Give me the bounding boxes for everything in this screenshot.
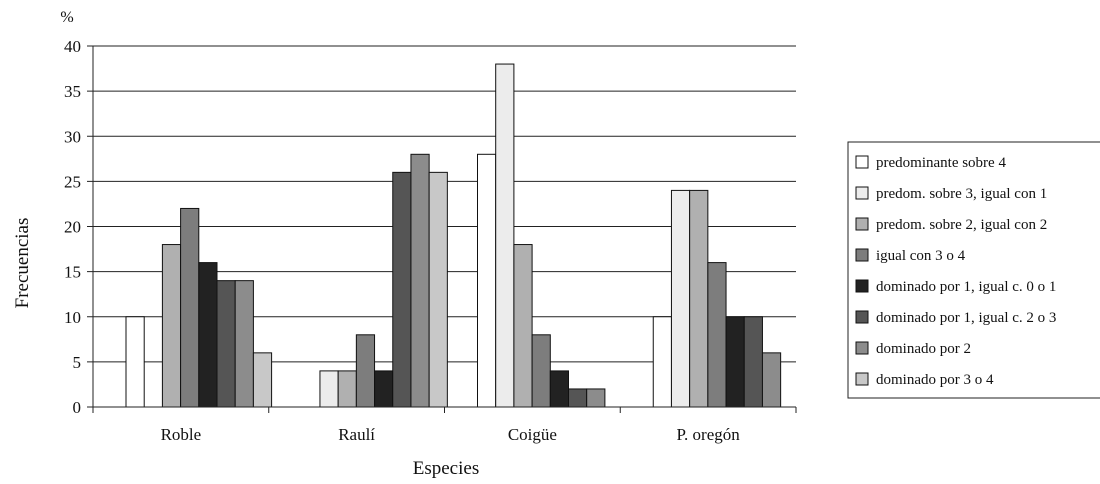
bar	[355, 334, 376, 408]
legend-swatch	[855, 341, 869, 355]
y-tick-label: 15	[64, 263, 81, 282]
y-axis-title: Frecuencias	[12, 218, 33, 309]
bar	[477, 153, 497, 408]
x-category-label: Coigüe	[508, 425, 557, 444]
legend-swatch	[855, 372, 869, 386]
bar	[216, 280, 236, 408]
bar	[337, 370, 357, 408]
x-category-labels: Roble Raulí Coigüe P. oregón	[161, 425, 741, 444]
y-tick-label: 25	[64, 172, 81, 191]
bar	[319, 370, 339, 408]
y-tick-label: 10	[64, 308, 81, 327]
bar	[125, 316, 145, 408]
legend-label: igual con 3 o 4	[876, 248, 966, 264]
legend: predominante sobre 4 predom. sobre 3, igu…	[847, 141, 1100, 399]
bar	[374, 370, 394, 408]
bar	[161, 244, 182, 408]
legend-label: dominado por 2	[876, 341, 971, 357]
y-tick-label: 0	[73, 398, 82, 417]
y-tick-label: 5	[73, 353, 82, 372]
bar	[180, 207, 200, 408]
bar	[586, 388, 606, 408]
bar	[495, 63, 515, 408]
bar	[652, 316, 672, 408]
axes	[87, 45, 797, 413]
legend-swatch	[855, 217, 869, 231]
y-tick-label: 35	[64, 82, 81, 101]
bar	[670, 189, 691, 408]
y-tick-label: 20	[64, 218, 81, 237]
legend-label: dominado por 1, igual c. 0 o 1	[876, 279, 1056, 295]
x-category-label: Raulí	[338, 425, 375, 444]
bars	[125, 63, 782, 408]
x-axis-title: Especies	[413, 458, 479, 479]
legend-label: dominado por 1, igual c. 2 o 3	[876, 310, 1056, 326]
x-category-label: Roble	[161, 425, 202, 444]
legend-swatch	[855, 186, 869, 200]
bar	[549, 370, 569, 408]
bar	[392, 171, 412, 408]
x-category-label: P. oregón	[676, 425, 740, 444]
bar	[428, 171, 448, 408]
legend-swatch	[855, 310, 869, 324]
y-tick-labels: 0 5 10 15 20 25 30 35 40	[64, 37, 81, 417]
bar	[689, 189, 709, 408]
y-tick-label: 40	[64, 37, 81, 56]
y-unit-label: %	[60, 9, 73, 26]
legend-label: predom. sobre 3, igual con 1	[876, 186, 1047, 202]
y-tick-label: 30	[64, 127, 81, 146]
bar	[513, 244, 533, 408]
bar	[234, 280, 254, 408]
bar	[198, 262, 218, 408]
bar	[252, 352, 273, 408]
legend-label: dominado por 3 o 4	[876, 372, 994, 388]
legend-box	[847, 141, 1100, 399]
legend-swatch	[855, 279, 869, 293]
legend-label: predom. sobre 2, igual con 2	[876, 217, 1047, 233]
bar	[410, 153, 430, 408]
bar	[568, 388, 588, 408]
bar	[743, 316, 763, 408]
bar	[725, 316, 745, 408]
bar	[761, 352, 782, 408]
legend-swatch	[855, 248, 869, 262]
legend-swatch	[855, 155, 869, 169]
bar	[531, 334, 551, 408]
legend-label: predominante sobre 4	[876, 155, 1006, 171]
bar	[707, 262, 727, 408]
